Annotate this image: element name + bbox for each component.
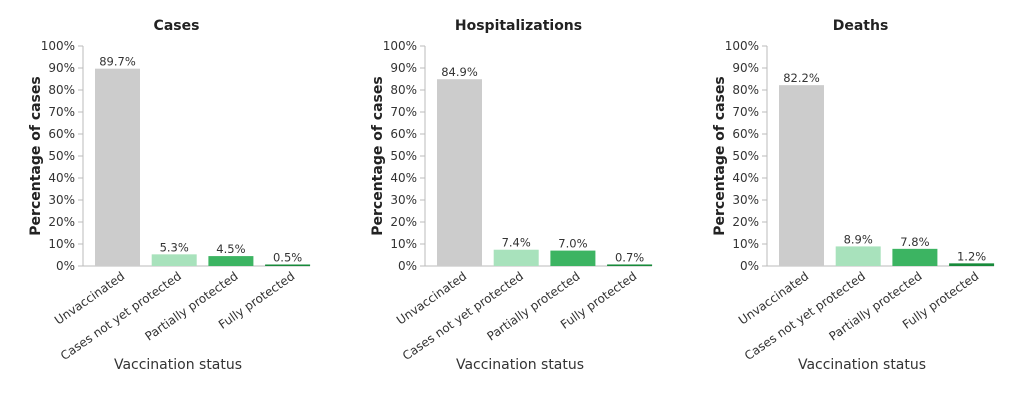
y-tick-label: 90%	[732, 61, 759, 75]
data-label: 4.5%	[216, 242, 245, 256]
y-axis-label: Percentage of cases	[28, 76, 44, 235]
data-label: 7.8%	[900, 235, 929, 249]
y-tick-label: 40%	[732, 171, 759, 185]
y-tick-label: 30%	[732, 193, 759, 207]
y-tick-label: 30%	[390, 193, 417, 207]
y-tick-label: 20%	[390, 215, 417, 229]
chart-panel-1: Hospitalizations 0% 10% 20% 30% 40% 50% 60% 70% 8…	[370, 18, 653, 373]
bar-cases-not-yet-protected[interactable]	[835, 246, 881, 266]
bar-unvaccinated[interactable]	[95, 68, 140, 266]
x-axis-label: Vaccination status	[456, 357, 584, 373]
y-tick-label: 100%	[725, 39, 759, 53]
y-tick-label: 100%	[41, 39, 75, 53]
chart-title: Deaths	[833, 18, 889, 34]
data-label: 5.3%	[160, 240, 189, 254]
chart-panel-0: Cases 0% 10% 20% 30% 40% 50% 60% 70% 80% 90% 100% Pe…	[28, 18, 311, 373]
bar-unvaccinated[interactable]	[437, 79, 482, 266]
x-axis-label: Vaccination status	[114, 357, 242, 373]
y-tick-label: 20%	[732, 215, 759, 229]
x-category-label: Partially protected	[826, 269, 924, 344]
x-category-label: Partially protected	[484, 269, 582, 344]
y-tick-label: 60%	[48, 127, 75, 141]
y-tick-label: 80%	[48, 83, 75, 97]
y-tick-label: 60%	[390, 127, 417, 141]
chart-panel-2: Deaths 0% 10% 20% 30% 40% 50% 60% 70% 80% 90% 100% P…	[712, 18, 995, 373]
data-label: 7.0%	[558, 237, 587, 251]
bar-fully-protected[interactable]	[607, 264, 653, 266]
y-tick-label: 80%	[390, 83, 417, 97]
data-label: 0.5%	[273, 251, 302, 265]
y-tick-label: 10%	[732, 237, 759, 251]
y-tick-label: 60%	[732, 127, 759, 141]
bar-fully-protected[interactable]	[949, 263, 995, 266]
y-tick-label: 70%	[390, 105, 417, 119]
bar-unvaccinated[interactable]	[779, 85, 824, 266]
y-tick-label: 0%	[56, 259, 75, 273]
y-axis-label: Percentage of cases	[370, 76, 386, 235]
y-tick-label: 50%	[48, 149, 75, 163]
y-tick-label: 40%	[48, 171, 75, 185]
bar-partially-protected[interactable]	[550, 250, 596, 266]
data-label: 7.4%	[502, 236, 531, 250]
x-category-label: Partially protected	[142, 269, 240, 344]
y-tick-label: 10%	[48, 237, 75, 251]
y-tick-label: 80%	[732, 83, 759, 97]
y-tick-label: 0%	[740, 259, 759, 273]
y-tick-label: 10%	[390, 237, 417, 251]
y-tick-label: 50%	[390, 149, 417, 163]
y-tick-label: 30%	[48, 193, 75, 207]
data-label: 82.2%	[783, 71, 820, 85]
y-tick-label: 100%	[383, 39, 417, 53]
data-label: 8.9%	[844, 232, 873, 246]
y-tick-label: 40%	[390, 171, 417, 185]
y-tick-label: 70%	[732, 105, 759, 119]
y-tick-label: 50%	[732, 149, 759, 163]
y-tick-label: 20%	[48, 215, 75, 229]
data-label: 0.7%	[615, 250, 644, 264]
x-axis-label: Vaccination status	[798, 357, 926, 373]
chart-title: Hospitalizations	[455, 18, 582, 34]
data-label: 1.2%	[957, 249, 986, 263]
y-tick-label: 70%	[48, 105, 75, 119]
y-tick-label: 0%	[398, 259, 417, 273]
y-tick-label: 90%	[48, 61, 75, 75]
y-axis-label: Percentage of cases	[712, 76, 728, 235]
bar-fully-protected[interactable]	[265, 264, 311, 267]
data-label: 84.9%	[441, 65, 478, 79]
bar-partially-protected[interactable]	[208, 256, 254, 266]
bar-cases-not-yet-protected[interactable]	[151, 254, 197, 266]
bar-partially-protected[interactable]	[892, 248, 938, 266]
y-tick-label: 90%	[390, 61, 417, 75]
bar-cases-not-yet-protected[interactable]	[493, 249, 539, 266]
chart-title: Cases	[154, 18, 200, 34]
data-label: 89.7%	[99, 55, 136, 69]
